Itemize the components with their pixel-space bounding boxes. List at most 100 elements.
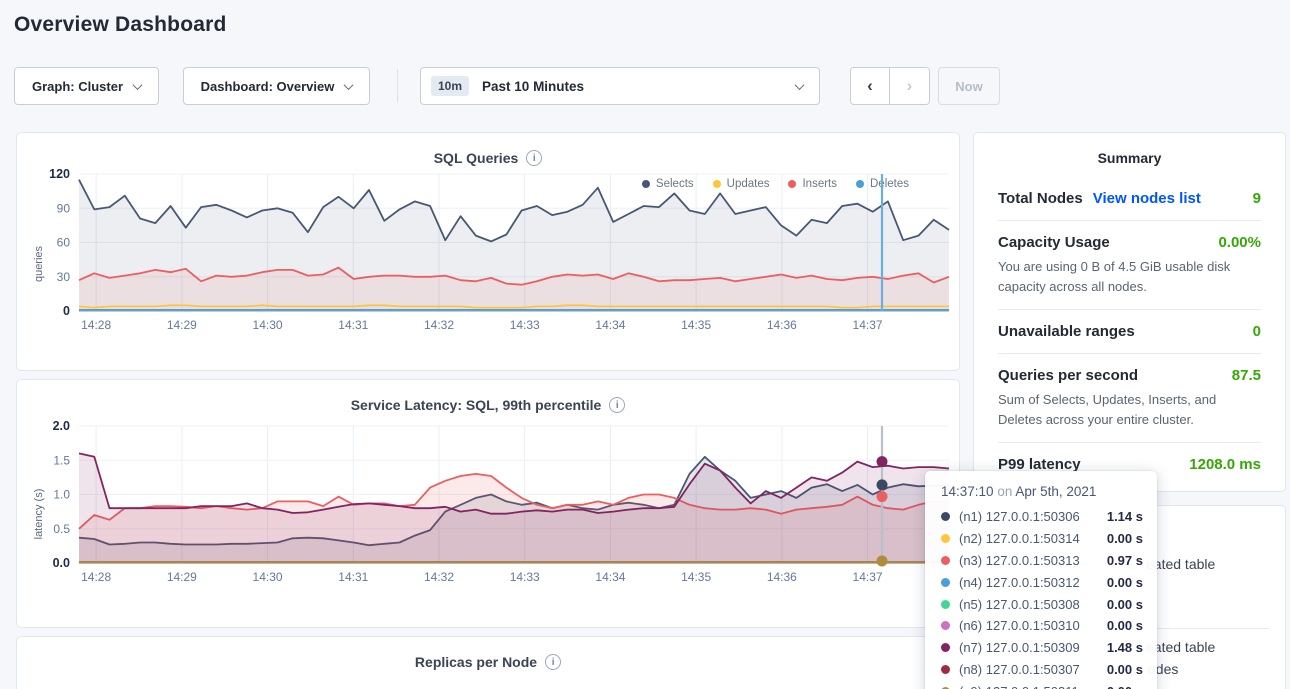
queries-per-second-description: Sum of Selects, Updates, Inserts, and De… (998, 392, 1217, 427)
summary-divider (998, 442, 1261, 443)
unavailable-ranges-row: Unavailable ranges 0 (998, 323, 1261, 340)
dashboard-controls: Graph: Cluster Dashboard: Overview 10m P… (0, 67, 1290, 105)
legend-item-updates[interactable]: Updates (712, 178, 769, 190)
time-range-label: Past 10 Minutes (482, 78, 585, 94)
svg-text:14:35: 14:35 (681, 318, 711, 332)
legend-item-selects[interactable]: Selects (641, 178, 694, 190)
chart-svg: 14:28 14:29 14:30 14:31 14:32 14:33 14:34 14:35… (53, 419, 950, 584)
event-item-text-partial: eated table (1146, 639, 1216, 655)
summary-divider (998, 220, 1261, 221)
tooltip-node-row: (n1) 127.0.0.1:50306 1.14 s (941, 506, 1143, 528)
dashboard-select-dropdown[interactable]: Dashboard: Overview (183, 67, 370, 105)
service-latency-chart[interactable]: 14:28 14:29 14:30 14:31 14:32 14:33 14:34 14:35… (17, 419, 961, 597)
p99-latency-row: P99 latency 1208.0 ms (998, 456, 1261, 473)
capacity-usage-value: 0.00% (1218, 234, 1261, 251)
tooltip-node-value: 0.00 s (1106, 618, 1143, 634)
svg-text:14:36: 14:36 (767, 318, 797, 332)
tooltip-rows: (n1) 127.0.0.1:50306 1.14 s (n2) 127.0.0.1… (941, 506, 1143, 689)
tooltip-node-row: (n5) 127.0.0.1:50308 0.00 s (941, 593, 1143, 615)
queries-per-second-value: 87.5 (1231, 367, 1261, 384)
tooltip-node-row: (n4) 127.0.0.1:50312 0.00 s (941, 571, 1143, 593)
tooltip-node-row: (n9) 127.0.0.1:50311 0.00 s (941, 680, 1143, 689)
svg-text:90: 90 (57, 201, 71, 215)
summary-divider (998, 309, 1261, 310)
svg-text:0: 0 (63, 304, 70, 318)
tooltip-node-address: (n3) 127.0.0.1:50313 (959, 552, 1080, 568)
sql-queries-chart[interactable]: 14:28 14:29 14:30 14:31 14:32 14:33 14:34 14:35… (17, 167, 961, 345)
queries-per-second-row: Queries per second 87.5 (998, 367, 1261, 384)
tooltip-node-address: (n1) 127.0.0.1:50306 (959, 509, 1080, 525)
time-range-dropdown[interactable]: 10m Past 10 Minutes (420, 67, 820, 105)
legend-item-inserts[interactable]: Inserts (788, 178, 837, 190)
time-prev-button[interactable]: ‹ (850, 67, 890, 105)
info-icon[interactable]: i (545, 654, 562, 670)
tooltip-node-value: 0.97 s (1106, 552, 1143, 568)
event-item-text-partial: eated table (1146, 556, 1216, 572)
capacity-usage-description: You are using 0 B of 4.5 GiB usable disk… (998, 259, 1231, 294)
tooltip-node-value: 0.00 s (1106, 661, 1143, 677)
svg-text:14:37: 14:37 (853, 318, 883, 332)
chevron-down-icon (794, 79, 805, 90)
replicas-per-node-panel: Replicas per Node i (16, 636, 960, 689)
now-button[interactable]: Now (938, 67, 1000, 105)
tooltip-node-row: (n3) 127.0.0.1:50313 0.97 s (941, 550, 1143, 572)
page-title: Overview Dashboard (14, 13, 227, 36)
capacity-usage-row: Capacity Usage 0.00% (998, 234, 1261, 251)
tooltip-node-value: 1.48 s (1106, 640, 1143, 656)
chart-hover-tooltip: 14:37:10 on Apr 5th, 2021 (n1) 127.0.0.1… (925, 471, 1157, 689)
deletes-dot-icon (856, 180, 864, 188)
svg-text:14:30: 14:30 (253, 318, 283, 332)
node-color-dot-icon (941, 512, 950, 522)
inserts-dot-icon (788, 180, 797, 188)
time-next-button[interactable]: › (890, 67, 930, 105)
view-nodes-list-link[interactable]: View nodes list (1092, 190, 1201, 207)
chevron-down-icon (132, 79, 143, 90)
node-color-dot-icon (941, 621, 950, 631)
svg-text:14:35: 14:35 (681, 570, 711, 584)
svg-text:14:29: 14:29 (167, 318, 197, 332)
selects-dot-icon (641, 180, 650, 188)
svg-text:60: 60 (57, 236, 71, 250)
node-color-dot-icon (941, 534, 950, 544)
tooltip-node-value: 0.00 s (1106, 596, 1143, 612)
tooltip-node-address: (n2) 127.0.0.1:50314 (959, 531, 1080, 547)
chevron-down-icon (343, 79, 354, 90)
replicas-per-node-title: Replicas per Node (414, 654, 538, 670)
tooltip-node-address: (n4) 127.0.0.1:50312 (959, 574, 1080, 590)
tooltip-node-row: (n2) 127.0.0.1:50314 0.00 s (941, 528, 1143, 550)
tooltip-node-address: (n8) 127.0.0.1:50307 (959, 661, 1080, 677)
graph-scope-label: Graph: Cluster (31, 78, 123, 94)
info-icon[interactable]: i (609, 397, 626, 413)
info-icon[interactable]: i (526, 150, 543, 166)
svg-text:14:28: 14:28 (81, 570, 111, 584)
svg-text:30: 30 (57, 270, 71, 284)
legend-item-deletes[interactable]: Deletes (856, 178, 909, 190)
total-nodes-label: Total Nodes (998, 190, 1083, 207)
svg-text:14:36: 14:36 (767, 570, 797, 584)
svg-text:14:32: 14:32 (424, 570, 454, 584)
tooltip-node-address: (n7) 127.0.0.1:50309 (959, 640, 1080, 656)
tooltip-node-address: (n6) 127.0.0.1:50310 (959, 618, 1080, 634)
svg-text:14:30: 14:30 (253, 570, 283, 584)
unavailable-ranges-value: 0 (1252, 323, 1261, 340)
tooltip-node-address: (n5) 127.0.0.1:50308 (959, 596, 1080, 612)
tooltip-node-value: 0.00 s (1106, 531, 1143, 547)
tooltip-node-row: (n6) 127.0.0.1:50310 0.00 s (941, 615, 1143, 637)
node-color-dot-icon (941, 686, 950, 689)
svg-text:14:33: 14:33 (510, 318, 540, 332)
svg-text:2.0: 2.0 (53, 421, 70, 433)
svg-text:1.0: 1.0 (53, 488, 70, 502)
svg-text:14:31: 14:31 (338, 318, 368, 332)
tooltip-node-row: (n7) 127.0.0.1:50309 1.48 s (941, 637, 1143, 659)
time-pager: ‹ › (850, 67, 930, 105)
total-nodes-row: Total Nodes View nodes list 9 (998, 190, 1261, 207)
tooltip-node-value: 0.00 s (1106, 574, 1143, 590)
svg-text:1.5: 1.5 (53, 453, 70, 467)
graph-scope-dropdown[interactable]: Graph: Cluster (14, 67, 159, 105)
tooltip-timestamp: 14:37:10 on Apr 5th, 2021 (941, 484, 1097, 499)
svg-text:0.5: 0.5 (53, 522, 70, 536)
time-range-badge: 10m (431, 76, 470, 96)
tooltip-node-address: (n9) 127.0.0.1:50311 (959, 684, 1079, 689)
queries-per-second-label: Queries per second (998, 367, 1139, 384)
capacity-usage-label: Capacity Usage (998, 234, 1110, 251)
